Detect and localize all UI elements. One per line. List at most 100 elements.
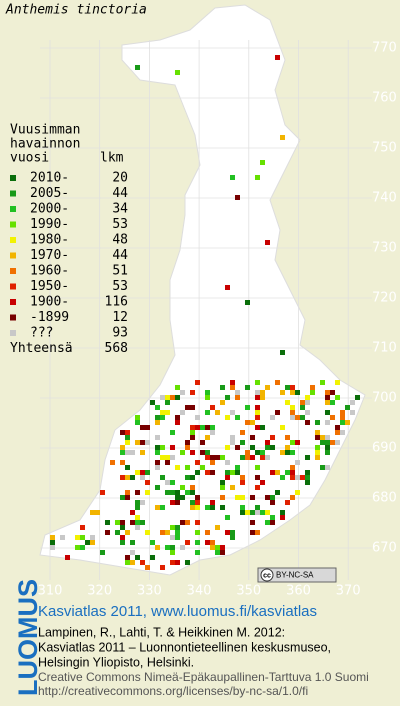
square bbox=[245, 450, 250, 455]
square bbox=[195, 460, 200, 465]
square bbox=[355, 395, 360, 400]
square bbox=[300, 415, 305, 420]
square bbox=[125, 465, 130, 470]
square bbox=[165, 480, 170, 485]
square bbox=[160, 395, 165, 400]
square bbox=[125, 450, 130, 455]
square bbox=[90, 510, 95, 515]
square bbox=[140, 440, 145, 445]
square bbox=[260, 395, 265, 400]
square bbox=[260, 455, 265, 460]
square bbox=[75, 545, 80, 550]
legend-swatch bbox=[10, 252, 16, 259]
badge-icon bbox=[260, 568, 274, 582]
square bbox=[175, 395, 180, 400]
square bbox=[250, 530, 255, 535]
square bbox=[240, 475, 245, 480]
square bbox=[245, 385, 250, 390]
square bbox=[255, 530, 260, 535]
square bbox=[340, 415, 345, 420]
square bbox=[230, 435, 235, 440]
square bbox=[290, 495, 295, 500]
square bbox=[165, 410, 170, 415]
square bbox=[295, 415, 300, 420]
square bbox=[80, 525, 85, 530]
square bbox=[215, 410, 220, 415]
square bbox=[150, 540, 155, 545]
square bbox=[110, 460, 115, 465]
square bbox=[210, 425, 215, 430]
square bbox=[310, 390, 315, 395]
square bbox=[125, 440, 130, 445]
square bbox=[135, 525, 140, 530]
square bbox=[280, 350, 285, 355]
square bbox=[155, 435, 160, 440]
legend-swatch bbox=[10, 237, 16, 243]
square bbox=[205, 540, 210, 545]
square bbox=[175, 465, 180, 470]
square bbox=[205, 470, 210, 475]
square bbox=[135, 65, 140, 70]
headline: Kasviatlas 2011, www.luomus.fi/kasviatla… bbox=[38, 603, 317, 620]
square bbox=[235, 195, 240, 200]
square bbox=[315, 445, 320, 450]
square bbox=[130, 475, 135, 480]
square bbox=[245, 510, 250, 515]
square bbox=[200, 450, 205, 455]
square bbox=[275, 490, 280, 495]
square bbox=[160, 530, 165, 535]
square bbox=[255, 475, 260, 480]
square bbox=[340, 410, 345, 415]
square bbox=[255, 395, 260, 400]
square bbox=[155, 485, 160, 490]
square bbox=[235, 390, 240, 395]
square bbox=[145, 565, 150, 570]
square bbox=[125, 560, 130, 565]
square bbox=[80, 545, 85, 550]
license-line: Creative Commons Nimeä-Epäkaupallinen-Ta… bbox=[38, 670, 369, 684]
square bbox=[160, 455, 165, 460]
legend-swatch bbox=[10, 206, 16, 212]
square bbox=[225, 395, 230, 400]
square bbox=[215, 545, 220, 550]
square bbox=[285, 470, 290, 475]
square bbox=[230, 410, 235, 415]
square bbox=[235, 495, 240, 500]
square bbox=[260, 390, 265, 395]
legend-label: 1900- bbox=[30, 295, 69, 310]
square bbox=[305, 395, 310, 400]
citation-line: Lampinen, R., Lahti, T. & Heikkinen M. 2… bbox=[38, 625, 285, 639]
square bbox=[95, 510, 100, 515]
square bbox=[195, 470, 200, 475]
square bbox=[225, 415, 230, 420]
square bbox=[290, 410, 295, 415]
square bbox=[180, 485, 185, 490]
square bbox=[255, 510, 260, 515]
square bbox=[130, 520, 135, 525]
northing-label: 740 bbox=[372, 191, 397, 206]
square bbox=[305, 475, 310, 480]
square bbox=[290, 385, 295, 390]
legend-label: 1980- bbox=[30, 233, 69, 248]
square bbox=[185, 490, 190, 495]
square bbox=[320, 465, 325, 470]
square bbox=[135, 520, 140, 525]
square bbox=[270, 500, 275, 505]
square bbox=[295, 440, 300, 445]
square bbox=[180, 520, 185, 525]
square bbox=[330, 440, 335, 445]
square bbox=[300, 400, 305, 405]
legend-count: 48 bbox=[112, 233, 128, 248]
badge-box bbox=[257, 567, 337, 583]
square bbox=[210, 455, 215, 460]
square bbox=[205, 435, 210, 440]
square bbox=[280, 135, 285, 140]
square bbox=[170, 525, 175, 530]
square bbox=[285, 435, 290, 440]
square bbox=[245, 300, 250, 305]
legend-heading: havainnon bbox=[10, 137, 80, 152]
square bbox=[230, 385, 235, 390]
square bbox=[245, 420, 250, 425]
square bbox=[225, 460, 230, 465]
